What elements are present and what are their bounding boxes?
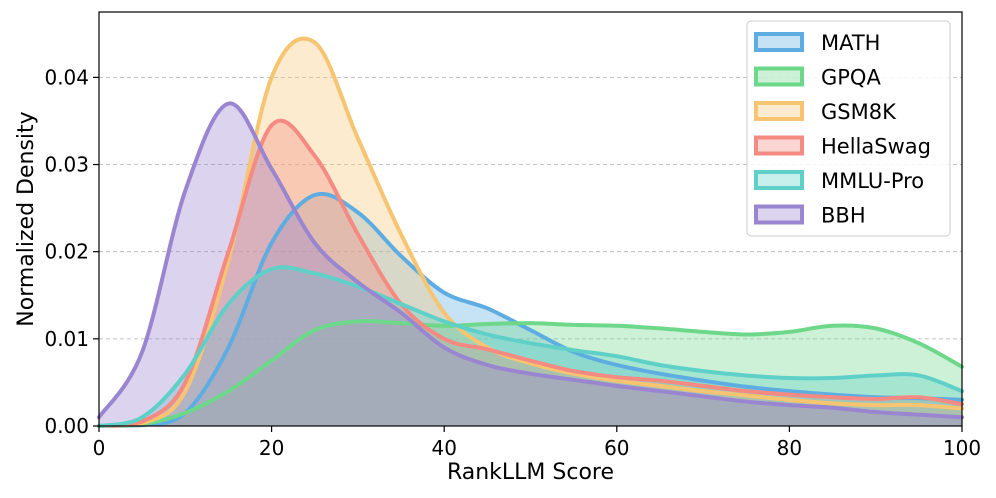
legend-swatch-math (754, 32, 804, 52)
grid-layer (99, 76, 962, 340)
legend-label-gpqa: GPQA (821, 66, 881, 90)
legend-swatch-gsm8k (754, 101, 804, 121)
area-math (99, 193, 962, 426)
x-tick-label-2: 40 (431, 436, 456, 460)
area-bbh (99, 103, 962, 426)
legend-swatch-hellaswag (754, 135, 804, 156)
legend-label-math: MATH (821, 31, 880, 55)
line-hellaswag (97, 118, 964, 428)
y-tick-label-0: 0.00 (44, 414, 89, 438)
line-layer (97, 36, 964, 428)
x-tick-label-5: 100 (943, 436, 981, 460)
line-gpqa (97, 319, 964, 428)
x-tick-label-4: 80 (777, 436, 802, 460)
y-tick-label-4: 0.04 (44, 65, 89, 89)
tick-layer: 0 20 40 60 80 100 0.00 0.01 0.02 0.03 0.04 (44, 65, 981, 460)
y-tick-label-3: 0.03 (44, 153, 89, 177)
plot-frame (98, 11, 963, 427)
legend-swatch-bbh (754, 204, 804, 225)
legend-label-mmlu-pro: MMLU-Pro (821, 169, 924, 193)
line-bbh (97, 101, 964, 420)
y-tick-label-1: 0.01 (44, 327, 89, 351)
legend: MATH GPQA GSM8K HellaSwag MMLU-Pro BBH (746, 20, 951, 237)
x-tick-label-0: 0 (93, 436, 106, 460)
y-axis-title: Normalized Density (14, 111, 39, 326)
legend-label-bbh: BBH (821, 204, 866, 228)
legend-label-hellaswag: HellaSwag (821, 135, 931, 159)
x-axis-title: RankLLM Score (447, 460, 614, 485)
x-tick-label-1: 20 (259, 436, 284, 460)
line-mmlu-pro (97, 265, 964, 428)
y-tick-label-2: 0.02 (44, 240, 89, 264)
legend-swatch-gpqa (754, 66, 804, 87)
legend-box (746, 20, 951, 237)
line-math (97, 191, 964, 428)
legend-label-gsm8k: GSM8K (821, 100, 897, 124)
legend-swatch-mmlu-pro (754, 170, 804, 190)
x-tick-label-3: 60 (604, 436, 629, 460)
